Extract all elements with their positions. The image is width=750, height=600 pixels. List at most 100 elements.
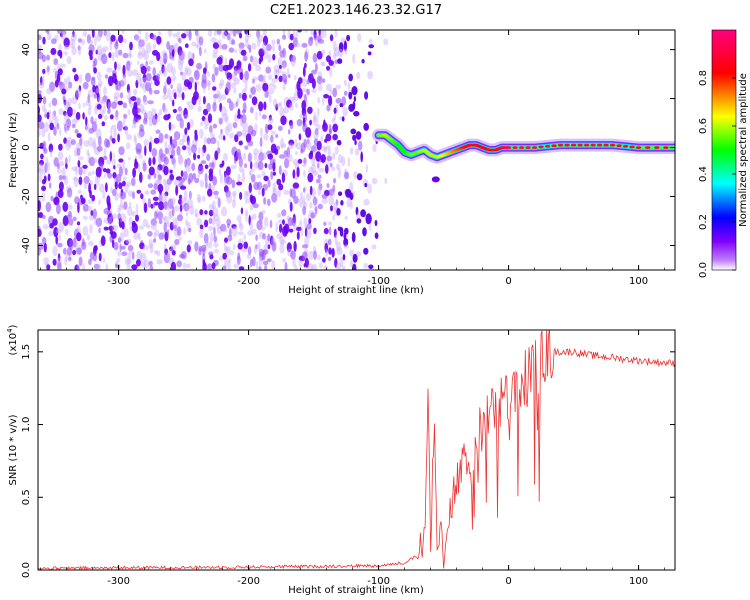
- noise-speckle: [121, 221, 125, 230]
- noise-speckle: [333, 202, 338, 211]
- noise-speckle: [43, 147, 48, 154]
- noise-speckle: [302, 66, 306, 77]
- noise-speckle: [145, 60, 148, 67]
- noise-speckle: [309, 119, 312, 126]
- noise-speckle: [122, 227, 129, 238]
- noise-speckle: [352, 53, 356, 64]
- noise-speckle: [95, 166, 102, 178]
- noise-speckle: [363, 262, 369, 269]
- noise-speckle: [174, 224, 177, 231]
- noise-speckle: [136, 72, 142, 84]
- noise-speckle: [76, 133, 82, 138]
- noise-speckle: [282, 52, 287, 59]
- noise-speckle: [241, 92, 247, 101]
- noise-speckle: [291, 216, 297, 227]
- noise-speckle: [113, 242, 119, 251]
- noise-speckle: [85, 116, 88, 127]
- noise-speckle: [81, 241, 87, 250]
- noise-speckle: [81, 39, 85, 46]
- spectrogram-x-ticks: -300 -200 -100 0 100: [40, 30, 665, 287]
- signal-side-blob: [431, 176, 440, 183]
- noise-speckle: [252, 56, 258, 67]
- noise-speckle: [152, 115, 158, 126]
- noise-speckle: [213, 213, 220, 222]
- noise-speckle: [305, 193, 312, 201]
- noise-speckle: [292, 30, 296, 38]
- noise-speckle: [53, 196, 60, 206]
- noise-speckle: [302, 205, 306, 216]
- noise-speckle: [368, 39, 373, 44]
- noise-speckle: [169, 246, 174, 252]
- noise-speckle: [61, 30, 67, 35]
- noise-speckle: [278, 183, 284, 191]
- noise-speckle: [244, 30, 249, 35]
- noise-speckle: [265, 66, 272, 74]
- noise-speckle: [349, 181, 354, 193]
- noise-speckle: [236, 255, 241, 265]
- noise-speckle: [257, 242, 261, 252]
- noise-speckle: [103, 168, 107, 173]
- noise-speckle: [317, 83, 323, 92]
- noise-speckle: [361, 59, 365, 64]
- noise-speckle: [297, 30, 302, 33]
- noise-speckle: [218, 117, 223, 125]
- noise-speckle: [166, 76, 172, 85]
- noise-speckle: [323, 221, 327, 226]
- noise-speckle: [58, 108, 64, 115]
- noise-speckle: [311, 69, 317, 75]
- y-tick-label: 40: [21, 43, 32, 56]
- snr-x-label: Height of straight line (km): [288, 585, 424, 596]
- noise-speckle: [159, 188, 162, 195]
- noise-speckle: [300, 227, 304, 237]
- noise-speckle: [321, 145, 328, 152]
- noise-speckle: [137, 232, 141, 241]
- noise-speckle: [148, 166, 155, 176]
- noise-speckle: [49, 81, 55, 93]
- noise-speckle: [212, 176, 218, 186]
- noise-speckle: [327, 148, 331, 157]
- noise-speckle: [286, 99, 293, 108]
- noise-speckle: [288, 228, 294, 233]
- noise-speckle: [169, 135, 173, 146]
- noise-speckle: [298, 259, 303, 268]
- noise-speckle: [340, 200, 344, 206]
- noise-speckle: [44, 108, 48, 115]
- noise-speckle: [78, 256, 83, 267]
- noise-speckle: [117, 250, 122, 257]
- noise-speckle: [197, 154, 201, 159]
- noise-speckle: [70, 38, 73, 49]
- noise-speckle: [189, 190, 192, 200]
- noise-speckle: [101, 121, 106, 127]
- noise-speckle: [114, 192, 119, 201]
- noise-speckle: [329, 88, 333, 95]
- noise-speckle: [255, 234, 258, 241]
- noise-speckle: [152, 203, 156, 208]
- noise-speckle: [303, 217, 308, 228]
- noise-speckle: [131, 210, 136, 217]
- noise-speckle: [97, 71, 102, 81]
- noise-speckle: [213, 30, 218, 36]
- noise-speckle: [156, 73, 161, 81]
- y-tick-label: -20: [21, 188, 32, 204]
- noise-speckle: [180, 251, 187, 260]
- noise-speckle: [322, 122, 328, 132]
- noise-speckle: [252, 78, 255, 84]
- noise-speckle: [83, 169, 87, 175]
- noise-speckle: [313, 129, 319, 141]
- noise-speckle: [201, 79, 207, 89]
- noise-speckle: [46, 264, 51, 270]
- noise-speckle: [308, 218, 312, 225]
- noise-speckle: [103, 86, 107, 96]
- noise-speckle: [216, 140, 220, 147]
- noise-speckle: [171, 143, 175, 150]
- noise-speckle: [220, 128, 223, 135]
- noise-speckle: [72, 30, 75, 38]
- noise-speckle: [112, 172, 117, 179]
- noise-speckle: [203, 136, 208, 145]
- noise-speckle: [224, 116, 229, 124]
- noise-speckle: [344, 171, 350, 180]
- noise-speckle: [209, 254, 214, 260]
- noise-speckle: [244, 34, 249, 43]
- noise-speckle: [178, 194, 183, 200]
- noise-speckle: [354, 139, 357, 146]
